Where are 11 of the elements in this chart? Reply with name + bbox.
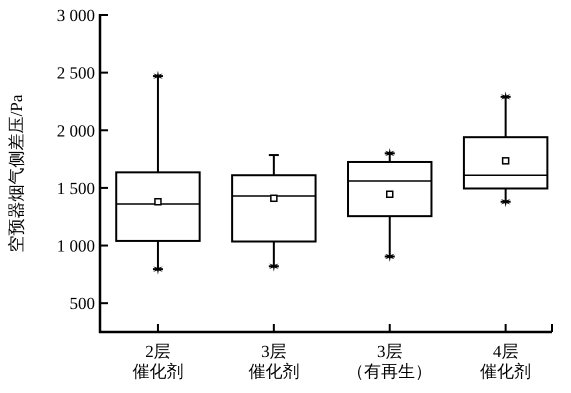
- y-tick-label: 2 000: [56, 121, 95, 140]
- x-tick-label: 3层催化剂: [248, 342, 300, 381]
- y-tick-label: 1 500: [56, 178, 95, 198]
- y-tick-label: 2 500: [56, 64, 95, 83]
- x-tick-label: 4层催化剂: [480, 342, 532, 381]
- y-axis-title: 空预器烟气侧差压/Pa: [7, 94, 26, 252]
- y-tick-label: 1 000: [56, 236, 95, 256]
- x-tick-label: 2层催化剂: [132, 342, 184, 381]
- x-tick-label: 3层（有再生）: [347, 342, 432, 381]
- y-tick-label: 500: [70, 294, 95, 314]
- y-tick-label: 3 000: [56, 6, 95, 25]
